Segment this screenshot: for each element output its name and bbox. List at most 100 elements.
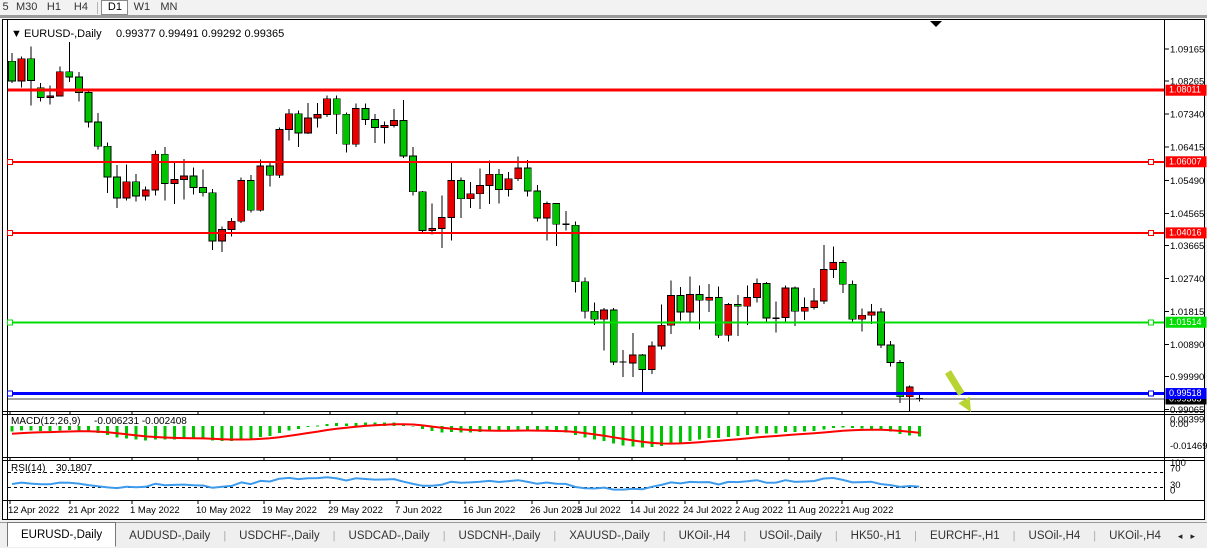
candle <box>848 280 857 322</box>
rsi-axis-label: 0 <box>1170 486 1175 497</box>
timeframe-button-w1[interactable]: W1 <box>133 1 151 13</box>
candle <box>705 284 714 313</box>
rsi-line <box>11 476 920 491</box>
candle <box>409 147 418 196</box>
tab-xauusd-daily[interactable]: XAUUSD-,Daily <box>569 529 650 542</box>
candle <box>562 210 570 231</box>
candle <box>647 341 656 375</box>
tab-separator: | <box>1012 530 1016 542</box>
candle <box>905 385 914 411</box>
line-handle[interactable] <box>7 390 13 397</box>
candle <box>294 110 303 148</box>
line-handle[interactable] <box>7 229 13 236</box>
line-handle[interactable] <box>1148 158 1154 165</box>
candle <box>504 172 513 197</box>
tab-usoil-daily[interactable]: USOil-,Daily <box>759 529 822 542</box>
tab-usdcnh-daily[interactable]: USDCNH-,Daily <box>458 529 541 542</box>
tabs-scroll-right-icon[interactable]: ▸ <box>1190 530 1195 541</box>
timeframe-button-mn[interactable]: MN <box>160 1 178 13</box>
candle <box>304 103 312 135</box>
timeframe-button-m30[interactable]: M30 <box>16 1 38 13</box>
candle <box>160 147 169 201</box>
candle <box>628 332 637 378</box>
candle <box>351 103 360 148</box>
date-tick-label: 21 Apr 2022 <box>68 505 119 516</box>
price-line-badge <box>1165 388 1207 400</box>
tab-usdcad-daily[interactable]: USDCAD-,Daily <box>348 529 430 542</box>
timeframe-button-d1[interactable]: D1 <box>101 0 129 15</box>
candle <box>772 301 780 333</box>
candle <box>418 190 427 234</box>
candle <box>533 184 542 222</box>
hline-1.06007[interactable] <box>7 158 1165 165</box>
candle <box>542 201 551 241</box>
candle <box>638 354 647 394</box>
svg-text:0.99518: 0.99518 <box>1169 388 1202 398</box>
candle <box>877 308 885 349</box>
macd-axis-label: 0.00399 <box>1170 415 1204 426</box>
candle <box>896 359 905 403</box>
tab-usdchf-daily[interactable]: USDCHF-,Daily <box>239 529 320 542</box>
date-tick-label: 11 Aug 2022 <box>787 505 840 516</box>
tabs-scroll-left-icon[interactable]: ◂ <box>1177 530 1183 541</box>
candle <box>619 349 627 378</box>
tab-separator: | <box>553 530 557 542</box>
candle <box>609 308 618 365</box>
price-tick-label: 1.07340 <box>1170 110 1204 121</box>
line-handle[interactable] <box>1148 319 1154 326</box>
line-handle[interactable] <box>1148 390 1154 397</box>
candle <box>218 226 227 253</box>
hline-0.99518[interactable] <box>7 390 1165 397</box>
tab-separator: | <box>332 530 336 542</box>
candle <box>838 259 847 294</box>
down-arrow-annotation[interactable] <box>945 370 971 412</box>
tab-ukoil-h4[interactable]: UKOil-,H4 <box>678 529 731 542</box>
timeframe-button-5[interactable]: 5 <box>2 1 9 13</box>
chart-window-frame <box>2 19 1205 520</box>
price-tick-label: 1.01815 <box>1170 307 1204 318</box>
date-tick-label: 7 Jun 2022 <box>395 505 442 516</box>
tab-eurusd-daily[interactable]: EURUSD-,Daily <box>7 522 117 547</box>
candle <box>552 202 561 246</box>
candle <box>27 46 36 106</box>
candle <box>199 169 207 197</box>
candle <box>390 108 398 128</box>
timeframe-button-h4[interactable]: H4 <box>73 1 88 13</box>
candle <box>8 53 16 84</box>
candle <box>476 168 484 209</box>
price-tick-label: 1.03665 <box>1170 241 1204 252</box>
candle <box>714 286 723 338</box>
candle <box>495 169 503 204</box>
rsi-value: 30.1807 <box>56 463 93 474</box>
candle <box>208 188 217 250</box>
candle <box>189 167 198 195</box>
date-tick-label: 26 Jun 2022 <box>530 505 582 516</box>
candle <box>829 246 838 278</box>
candle <box>858 308 866 332</box>
timeframe-button-h1[interactable]: H1 <box>46 1 61 13</box>
chart-shift-triangle-icon[interactable] <box>930 21 942 27</box>
candle <box>46 85 55 105</box>
tab-separator: | <box>662 530 666 542</box>
date-tick-label: 10 May 2022 <box>196 505 251 516</box>
chart-tabs: EURUSD-,Daily AUDUSD-,Daily | USDCHF-,Daily… <box>0 522 1207 548</box>
tab-eurchf-h1[interactable]: EURCHF-,H1 <box>930 529 1000 542</box>
tab-usoil-h4[interactable]: USOil-,H4 <box>1028 529 1081 542</box>
tab-hk50-h1[interactable]: HK50-,H1 <box>850 529 902 542</box>
candle <box>237 177 246 224</box>
candle <box>84 91 93 128</box>
hline-1.01514[interactable] <box>7 319 1165 326</box>
price-tick-label: 1.06415 <box>1170 143 1204 154</box>
hline-1.04016[interactable] <box>7 229 1165 236</box>
candle <box>342 112 351 153</box>
line-handle[interactable] <box>7 158 13 165</box>
symbol-dropdown-icon[interactable]: ▼ <box>11 28 22 40</box>
line-handle[interactable] <box>1148 229 1154 236</box>
candle <box>523 159 532 197</box>
tab-audusd-daily[interactable]: AUDUSD-,Daily <box>129 529 211 542</box>
candle <box>791 286 799 326</box>
date-tick-label: 19 May 2022 <box>262 505 317 516</box>
candle <box>74 72 83 102</box>
tab-ukoil-h4[interactable]: UKOil-,H4 <box>1109 529 1161 542</box>
line-handle[interactable] <box>7 319 13 326</box>
